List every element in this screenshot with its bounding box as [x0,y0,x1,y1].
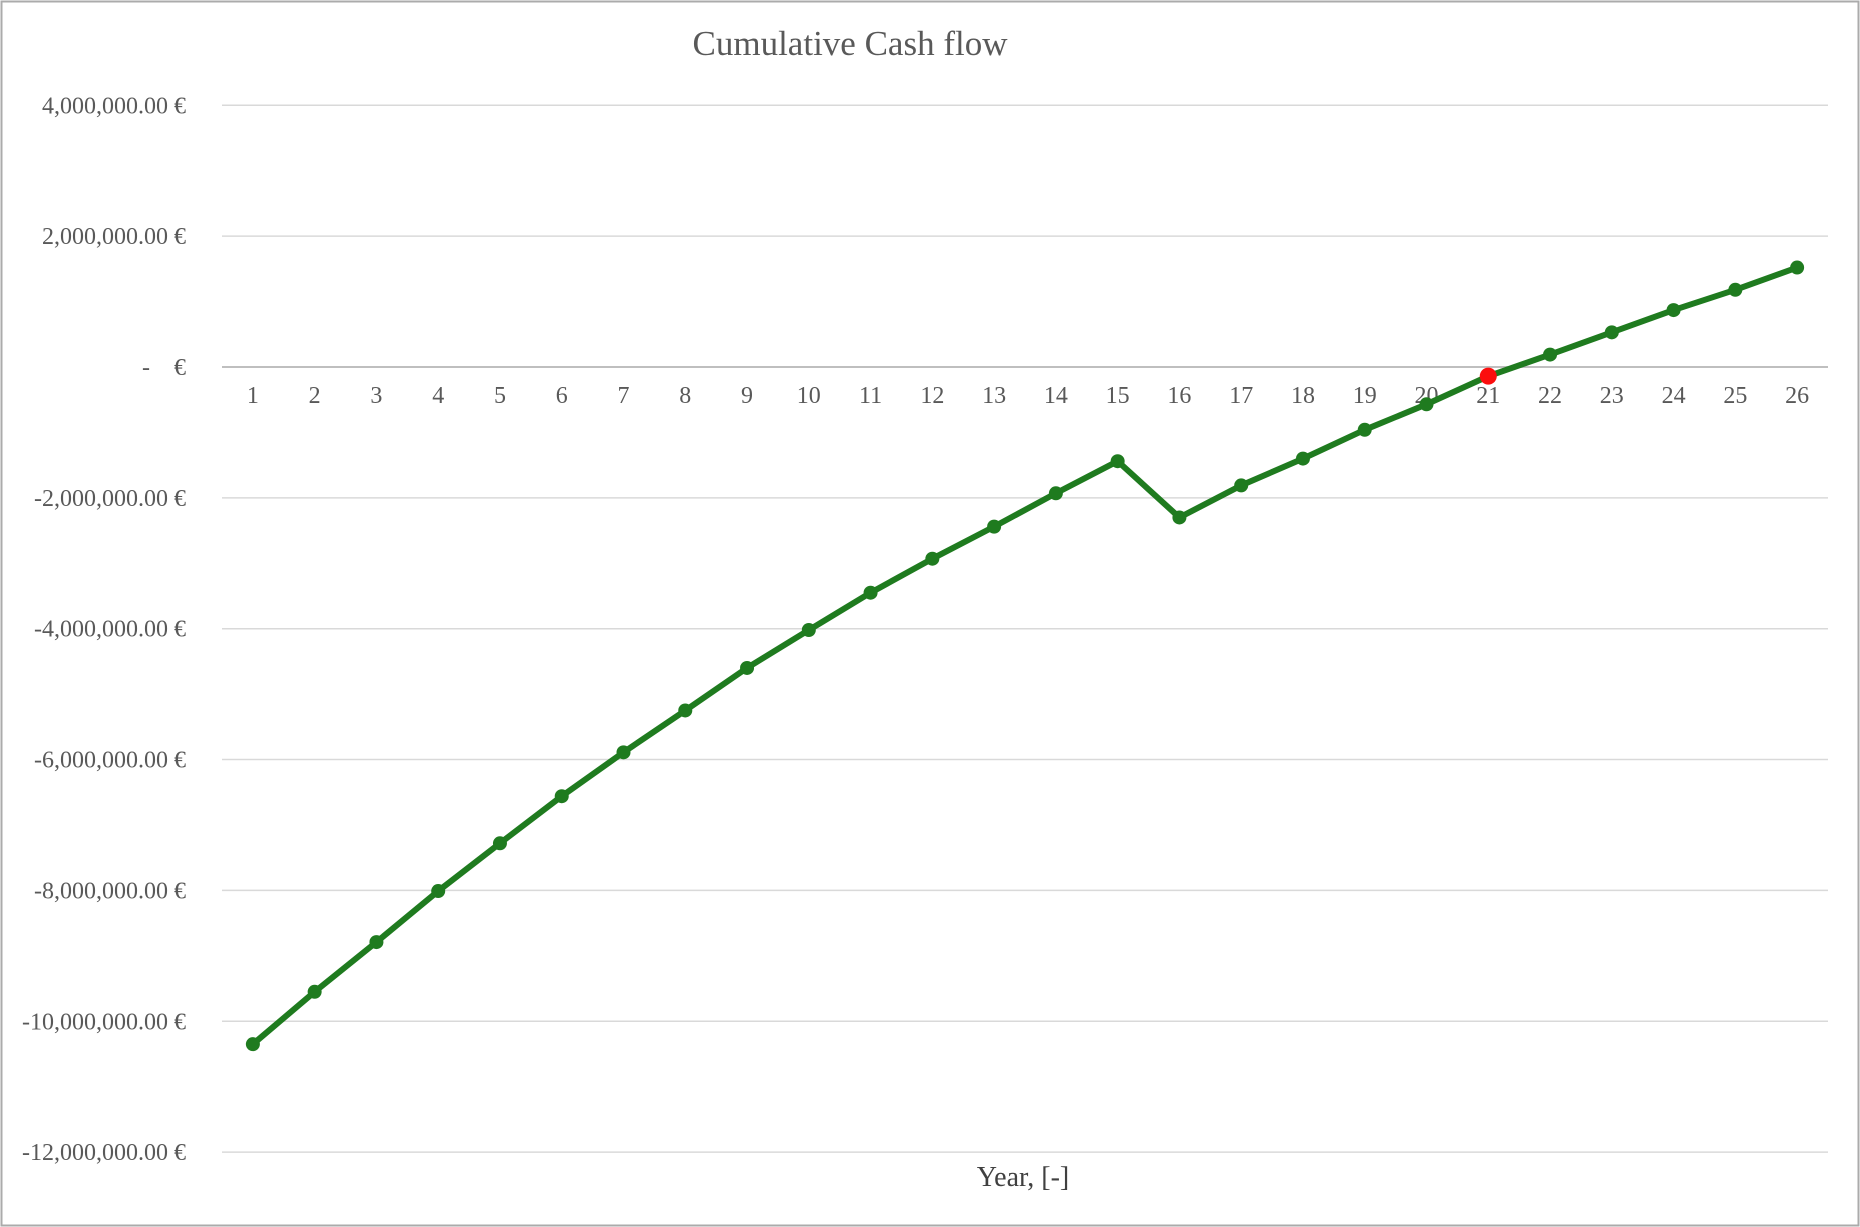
x-tick-label: 8 [679,383,691,409]
x-axis-title: Year, [-] [977,1162,1069,1193]
y-tick-label: -12,000,000.00 € [22,1140,186,1166]
x-tick-label: 12 [920,383,944,409]
x-tick-label: 17 [1229,383,1253,409]
chart-title: Cumulative Cash flow [693,24,1009,63]
x-tick-label: 11 [859,383,882,409]
x-tick-label: 13 [982,383,1006,409]
x-tick-label: 9 [741,383,753,409]
x-tick-label: 21 [1476,383,1500,409]
data-point-marker[interactable] [245,1037,260,1052]
data-point-marker[interactable] [1604,325,1619,340]
x-tick-label: 3 [370,383,382,409]
data-point-marker[interactable] [1728,282,1743,297]
gridlines [222,104,1828,1153]
x-tick-label: 5 [494,383,506,409]
y-tick-label: -4,000,000.00 € [34,617,186,643]
data-point-marker[interactable] [1295,451,1310,466]
y-tick-label: -8,000,000.00 € [34,878,186,904]
data-point-marker[interactable] [492,836,507,851]
data-point-marker[interactable] [369,935,384,950]
x-tick-label: 22 [1538,383,1562,409]
x-tick-label: 18 [1291,383,1315,409]
data-point-marker[interactable] [987,519,1002,534]
data-point-marker[interactable] [1666,303,1681,318]
y-tick-label: -6,000,000.00 € [34,748,186,774]
data-point-marker[interactable] [740,660,755,675]
cashflow-series[interactable] [249,264,1801,1048]
data-point-marker[interactable] [431,884,446,899]
data-point-marker[interactable] [1543,347,1558,362]
data-point-marker[interactable] [1172,510,1187,525]
x-tick-label: 19 [1353,383,1377,409]
y-tick-label: 4,000,000.00 € [42,93,186,119]
x-tick-label: 16 [1167,383,1191,409]
y-tick-label: - € [142,355,186,381]
x-tick-label: 14 [1044,383,1068,409]
break-even-point-marker[interactable] [1479,367,1497,385]
x-tick-label: 6 [556,383,568,409]
data-point-marker[interactable] [1357,422,1372,437]
data-point-marker[interactable] [1048,486,1063,501]
data-point-marker[interactable] [1790,260,1805,275]
x-tick-label: 23 [1600,383,1624,409]
data-point-marker[interactable] [307,984,322,999]
x-tick-label: 25 [1723,383,1747,409]
data-point-marker[interactable] [1110,454,1125,469]
data-point-marker[interactable] [863,585,878,600]
x-tick-label: 24 [1662,383,1686,409]
x-tick-label: 7 [618,383,630,409]
cashflow-polyline[interactable] [249,264,1801,1048]
data-point-marker[interactable] [1419,397,1434,412]
x-tick-label: 4 [432,383,444,409]
data-point-marker[interactable] [554,789,569,804]
data-point-marker[interactable] [1234,478,1249,493]
x-tick-label: 2 [309,383,321,409]
x-tick-label: 10 [797,383,821,409]
y-tick-label: -10,000,000.00 € [22,1009,186,1035]
x-tick-label: 15 [1106,383,1130,409]
data-point-marker[interactable] [925,551,940,566]
y-tick-label: -2,000,000.00 € [34,486,186,512]
x-axis-tick-labels: 1 2 3 4 5 6 7 8 9 10 11 12 13 14 15 16 17 18 19 20 21 22 23 24 2… [247,383,1809,409]
data-point-marker[interactable] [616,745,631,760]
y-axis-tick-labels: 4,000,000.00 € 2,000,000.00 € - € -2,000,00… [22,93,186,1166]
x-tick-label: 1 [247,383,259,409]
data-point-markers[interactable] [245,260,1805,1052]
y-tick-label: 2,000,000.00 € [42,224,186,250]
data-point-marker[interactable] [801,623,816,638]
data-point-marker[interactable] [678,703,693,718]
x-tick-label: 26 [1785,383,1809,409]
